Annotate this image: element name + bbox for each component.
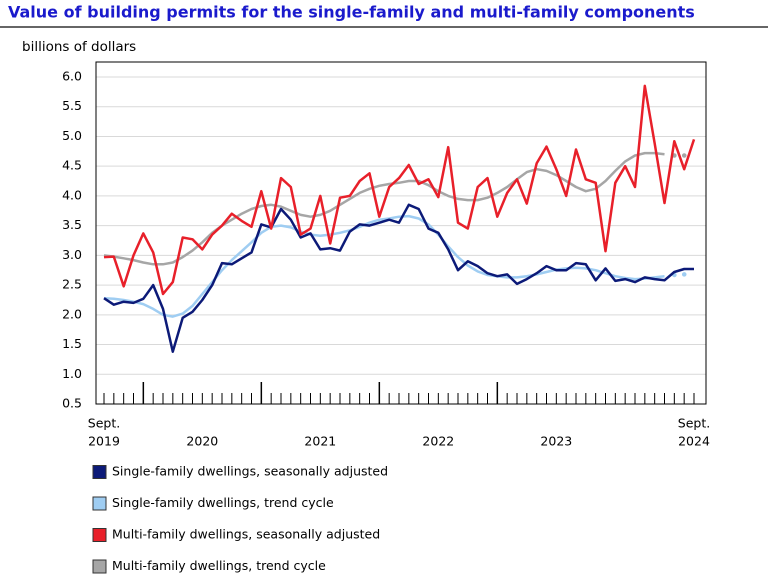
y-tick-label: 0.5 — [62, 396, 82, 411]
x-tick-label: 2020 — [186, 434, 218, 449]
y-tick-label: 5.5 — [62, 98, 82, 113]
y-tick-label: 6.0 — [62, 69, 82, 84]
x-tick-label: 2022 — [422, 434, 454, 449]
series-line — [103, 214, 665, 318]
y-tick-label: 4.0 — [62, 187, 82, 202]
chart-title: Value of building permits for the single… — [8, 3, 695, 22]
y-tick-label: 4.5 — [62, 158, 82, 173]
series-line — [103, 151, 665, 266]
series-line — [103, 84, 696, 296]
y-tick-label: 3.0 — [62, 247, 82, 262]
legend-swatch — [92, 559, 107, 574]
y-axis-label: billions of dollars — [22, 39, 136, 55]
legend-label: Multi-family dwellings, seasonally adjus… — [112, 527, 380, 542]
x-tick-label: Sept. — [678, 416, 710, 431]
series-line — [103, 203, 694, 353]
x-tick-label: 2024 — [678, 434, 710, 449]
legend-label: Multi-family dwellings, trend cycle — [112, 558, 326, 573]
y-tick-label: 1.5 — [62, 336, 82, 351]
plot-frame — [95, 61, 707, 405]
y-tick-label: 1.0 — [62, 366, 82, 381]
x-tick-label: Sept. — [88, 416, 120, 431]
legend-label: Single-family dwellings, seasonally adju… — [112, 464, 388, 479]
legend-swatch — [92, 528, 107, 542]
x-tick-label: 2019 — [88, 434, 120, 449]
y-tick-label: 2.5 — [62, 277, 82, 292]
y-tick-label: 2.0 — [62, 306, 82, 321]
y-tick-label: 5.0 — [62, 128, 82, 143]
series-line-preliminary — [672, 152, 697, 158]
x-tick-label: 2021 — [304, 434, 336, 449]
y-tick-label: 3.5 — [62, 217, 82, 232]
legend-swatch — [92, 496, 107, 511]
legend-label: Single-family dwellings, trend cycle — [112, 495, 334, 510]
series-line-preliminary — [672, 270, 697, 278]
x-tick-label: 2023 — [540, 434, 572, 449]
legend-swatch — [92, 465, 107, 479]
